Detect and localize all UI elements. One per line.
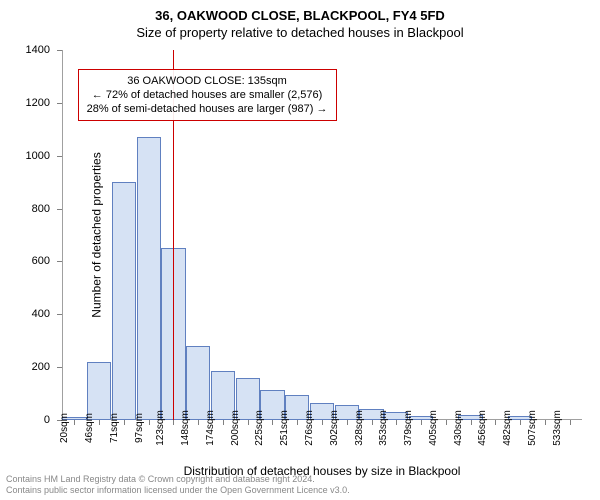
footer-line-2: Contains public sector information licen… [6, 485, 594, 496]
y-tick [57, 103, 62, 104]
info-line-2: ← 72% of detached houses are smaller (2,… [87, 88, 328, 102]
info-line-1: 36 OAKWOOD CLOSE: 135sqm [87, 74, 328, 88]
x-tick-label: 71sqm [109, 413, 120, 443]
x-tick-label: 174sqm [205, 410, 216, 446]
x-tick [347, 420, 348, 425]
footer-line-1: Contains HM Land Registry data © Crown c… [6, 474, 594, 485]
x-tick-label: 46sqm [84, 413, 95, 443]
y-axis: 0200400600800100012001400 [54, 50, 62, 420]
x-tick-label: 251sqm [279, 410, 290, 446]
x-tick [421, 420, 422, 425]
x-tick-label: 225sqm [255, 410, 266, 446]
y-tick-label: 200 [32, 361, 50, 373]
x-tick-label: 379sqm [403, 410, 414, 446]
y-tick-label: 400 [32, 308, 50, 320]
y-tick-label: 800 [32, 203, 50, 215]
bar [87, 362, 111, 420]
x-tick [173, 420, 174, 425]
x-tick [471, 420, 472, 425]
y-tick [57, 50, 62, 51]
x-tick [545, 420, 546, 425]
y-axis-title: Number of detached properties [90, 152, 104, 317]
x-tick-label: 533sqm [552, 410, 563, 446]
y-tick-label: 1000 [26, 150, 50, 162]
x-tick-label: 97sqm [134, 413, 145, 443]
y-tick [57, 261, 62, 262]
x-tick-label: 123sqm [156, 410, 167, 446]
x-tick [495, 420, 496, 425]
x-tick [372, 420, 373, 425]
y-tick [57, 367, 62, 368]
info-line-3: 28% of semi-detached houses are larger (… [87, 102, 328, 116]
x-tick-label: 405sqm [428, 410, 439, 446]
bar [112, 182, 136, 420]
y-tick-label: 1400 [26, 44, 50, 56]
x-tick [198, 420, 199, 425]
x-tick-label: 482sqm [502, 410, 513, 446]
info-box: 36 OAKWOOD CLOSE: 135sqm ← 72% of detach… [78, 69, 337, 122]
y-tick [57, 314, 62, 315]
y-tick-label: 0 [44, 414, 50, 426]
x-tick-label: 302sqm [329, 410, 340, 446]
x-tick [223, 420, 224, 425]
bar [137, 137, 161, 420]
x-tick-label: 276sqm [304, 410, 315, 446]
footer: Contains HM Land Registry data © Crown c… [6, 474, 594, 496]
y-tick [57, 156, 62, 157]
x-tick-label: 148sqm [180, 410, 191, 446]
x-tick [396, 420, 397, 425]
x-tick-label: 200sqm [230, 410, 241, 446]
y-tick [57, 209, 62, 210]
x-tick [570, 420, 571, 425]
x-tick-label: 353sqm [378, 410, 389, 446]
x-tick [272, 420, 273, 425]
chart: 0200400600800100012001400 20sqm46sqm71sq… [62, 50, 582, 420]
x-tick-label: 456sqm [478, 410, 489, 446]
y-tick-label: 600 [32, 255, 50, 267]
x-tick [74, 420, 75, 425]
x-tick [446, 420, 447, 425]
bar [186, 346, 210, 420]
x-tick [297, 420, 298, 425]
page-subtitle: Size of property relative to detached ho… [0, 23, 600, 40]
x-tick [322, 420, 323, 425]
x-tick [124, 420, 125, 425]
x-tick-label: 20sqm [59, 413, 70, 443]
x-tick [99, 420, 100, 425]
x-tick [248, 420, 249, 425]
x-tick-label: 507sqm [527, 410, 538, 446]
x-tick-label: 430sqm [453, 410, 464, 446]
x-tick-label: 328sqm [354, 410, 365, 446]
page-title: 36, OAKWOOD CLOSE, BLACKPOOL, FY4 5FD [0, 0, 600, 23]
y-tick-label: 1200 [26, 97, 50, 109]
x-tick [149, 420, 150, 425]
x-axis: 20sqm46sqm71sqm97sqm123sqm148sqm174sqm20… [62, 420, 582, 428]
x-tick [520, 420, 521, 425]
